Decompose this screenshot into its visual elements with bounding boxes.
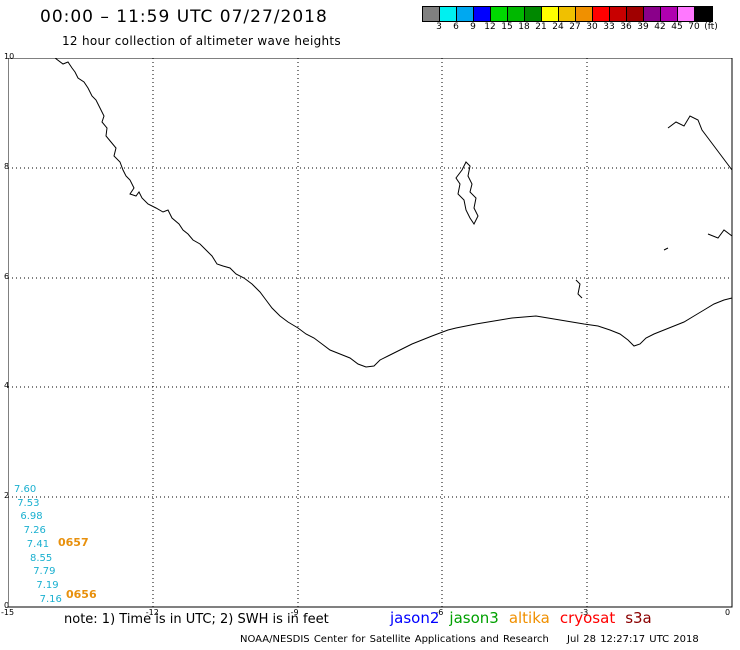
satellite-legend-item: altika [508, 609, 550, 627]
satellite-legend-item: jason2 [390, 609, 440, 627]
y-tick-label: 0 [4, 601, 10, 610]
map-frame [8, 58, 733, 608]
y-tick-label: 6 [4, 271, 10, 281]
color-scale-bar [422, 6, 713, 22]
y-tick-label: 8 [4, 161, 10, 171]
wave-height-value: 7.16 [39, 593, 62, 605]
color-swatch [661, 7, 678, 21]
x-tick-label: 0 [725, 608, 731, 617]
wave-height-value: 7.41 [26, 538, 50, 550]
wave-height-value: 6.98 [20, 511, 43, 523]
color-scale-label: 24 [552, 22, 564, 32]
y-tick-label: 10 [4, 52, 15, 61]
y-tick-label: 4 [4, 381, 10, 391]
wave-height-value: 7.79 [33, 566, 56, 578]
color-scale-label: 36 [620, 22, 632, 32]
color-scale-label: 27 [569, 22, 581, 32]
y-tick-label: 2 [4, 491, 10, 501]
color-swatch [508, 7, 525, 21]
grid-lines [8, 58, 732, 607]
x-tick-label: -6 [435, 608, 444, 617]
wave-height-value: 7.53 [17, 497, 40, 509]
color-swatch [678, 7, 695, 21]
color-swatch [695, 7, 712, 21]
lake-kainji [667, 115, 733, 171]
footer-credit: NOAA/NESDIS Center for Satellite Applica… [240, 634, 549, 645]
color-scale-label: 33 [603, 22, 615, 32]
footer: NOAA/NESDIS Center for Satellite Applica… [240, 634, 699, 645]
color-scale-label: 6 [453, 22, 459, 32]
pass-time-label: 0656 [66, 588, 97, 601]
color-swatch [576, 7, 593, 21]
coastline-west-africa [54, 58, 733, 368]
color-swatch [593, 7, 610, 21]
x-tick-label: -3 [580, 608, 589, 617]
color-swatch [474, 7, 491, 21]
color-scale-label: 15 [501, 22, 513, 32]
color-swatch [423, 7, 440, 21]
color-scale-label: 21 [535, 22, 547, 32]
niger-delta-features [575, 229, 733, 299]
wave-height-value: 7.60 [14, 484, 37, 495]
satellite-legend: jason2 jason3 altika cryosat s3a [390, 609, 662, 627]
color-scale-label: 3 [436, 22, 442, 32]
x-tick-label: -9 [290, 608, 299, 617]
color-swatch [525, 7, 542, 21]
color-scale-label: 70 [688, 22, 700, 32]
satellite-legend-item: s3a [625, 609, 652, 627]
color-swatch [491, 7, 508, 21]
x-tick-label: -12 [145, 608, 159, 617]
pass-time-label: 0657 [58, 536, 89, 549]
color-scale-label: 42 [654, 22, 666, 32]
map-subtitle: 12 hour collection of altimeter wave hei… [62, 34, 341, 48]
footer-timestamp: Jul 28 12:27:17 UTC 2018 [567, 634, 699, 645]
color-swatch [440, 7, 457, 21]
wave-height-value: 8.55 [30, 552, 53, 564]
color-swatch [542, 7, 559, 21]
color-swatch [627, 7, 644, 21]
color-scale-label: 9 [470, 22, 476, 32]
map-title: 00:00 – 11:59 UTC 07/27/2018 [40, 7, 328, 27]
satellite-legend-item: jason3 [449, 609, 499, 627]
color-swatch [457, 7, 474, 21]
color-scale-label: 45 [671, 22, 683, 32]
color-swatch [559, 7, 576, 21]
altimeter-map [8, 58, 733, 608]
color-swatch [610, 7, 627, 21]
color-scale-label: 30 [586, 22, 598, 32]
note-text: note: 1) Time is in UTC; 2) SWH is in fe… [64, 612, 329, 627]
satellite-legend-item: cryosat [559, 609, 616, 627]
wave-height-value: 7.19 [36, 579, 59, 591]
color-scale-labels: 3 6 9 12 15 18 21 24 27 30 33 36 39 42 45 70 (ft) [430, 22, 740, 34]
color-scale-label: 12 [484, 22, 496, 32]
color-scale-label: 18 [518, 22, 530, 32]
color-scale-label: 39 [637, 22, 649, 32]
color-scale-label: (ft) [704, 22, 718, 32]
color-swatch [644, 7, 661, 21]
x-tick-label: -15 [1, 608, 15, 617]
wave-height-value: 7.26 [23, 525, 46, 537]
lake-volta [455, 161, 479, 225]
